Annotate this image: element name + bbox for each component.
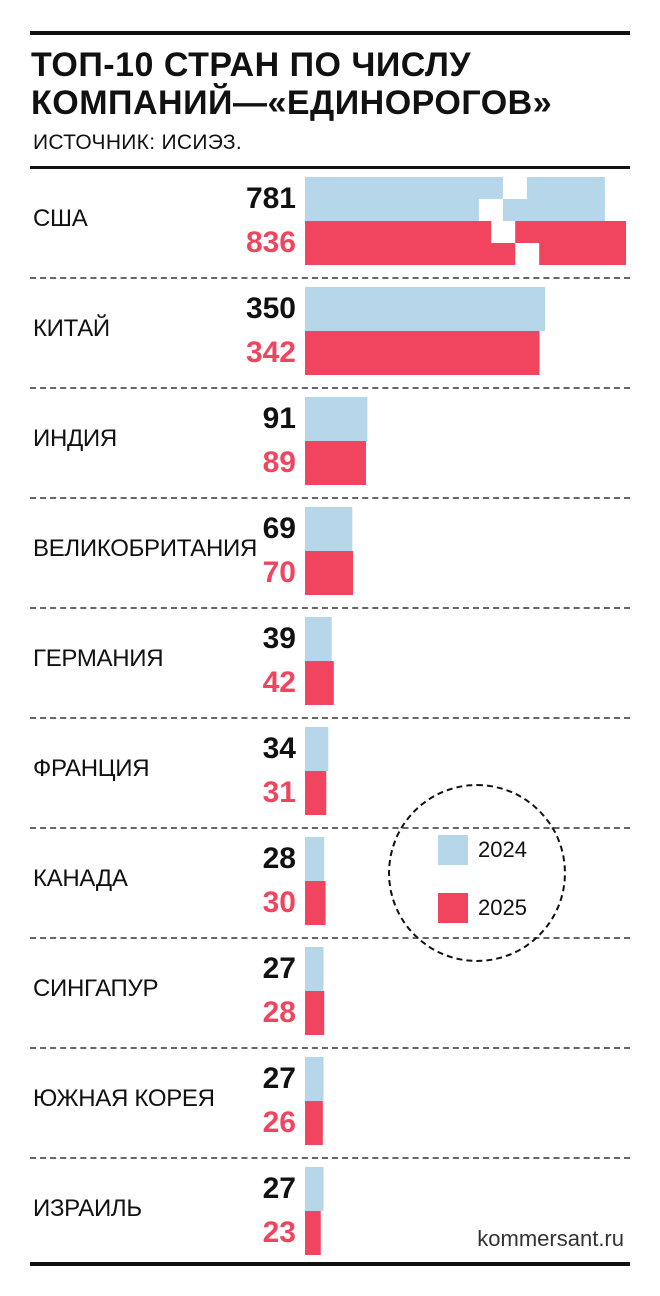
- row-divider: [30, 497, 630, 499]
- value-label-2024: 27: [262, 952, 296, 985]
- country-label: СИНГАПУР: [33, 975, 159, 1002]
- bar-2024: [305, 617, 332, 661]
- value-label-2025: 70: [262, 556, 296, 589]
- row-divider: [30, 1047, 630, 1049]
- bar-2025: [305, 331, 540, 375]
- value-label-2024: 27: [262, 1062, 296, 1095]
- bar-2024: [305, 947, 324, 991]
- row-divider: [30, 937, 630, 939]
- source-note: ИСТОЧНИК: ИСИЭЗ.: [33, 131, 243, 154]
- value-label-2024: 91: [262, 402, 296, 435]
- bar-2024: [305, 1167, 324, 1211]
- country-label: КИТАЙ: [33, 315, 110, 342]
- value-label-2024: 350: [245, 292, 296, 325]
- row-divider: [30, 1157, 630, 1159]
- legend-circle: [388, 784, 566, 962]
- bar-2025: [305, 991, 325, 1035]
- footer-source: kommersant.ru: [477, 1226, 624, 1251]
- value-label-2024: 39: [262, 622, 296, 655]
- value-label-2025: 836: [245, 226, 296, 259]
- bar-2025: [305, 1101, 323, 1145]
- value-label-2025: 342: [245, 336, 296, 369]
- scale-break-marker: [478, 199, 503, 221]
- country-label: ИНДИЯ: [33, 425, 117, 452]
- bar-2024: [305, 507, 353, 551]
- scale-break-marker: [502, 177, 527, 199]
- scale-break-marker: [491, 221, 516, 243]
- value-label-2025: 26: [262, 1106, 296, 1139]
- bar-2025: [305, 441, 367, 485]
- bar-2024: [305, 287, 545, 331]
- value-label-2024: 34: [262, 732, 296, 765]
- bar-2025: [305, 221, 626, 265]
- value-label-2025: 89: [262, 446, 296, 479]
- legend-swatch-2024: [438, 835, 468, 865]
- bar-2024: [305, 177, 605, 221]
- country-label: ВЕЛИКОБРИТАНИЯ: [33, 535, 257, 562]
- bar-2024: [305, 397, 368, 441]
- row-divider: [30, 607, 630, 609]
- bottom-rule: [30, 1262, 630, 1266]
- row-divider: [30, 387, 630, 389]
- value-label-2025: 28: [262, 996, 296, 1029]
- scale-break-marker: [515, 243, 540, 265]
- bar-2024: [305, 837, 325, 881]
- value-label-2024: 69: [262, 512, 296, 545]
- chart-title: ТОП-10 СТРАН ПО ЧИСЛУ КОМПАНИЙ—«ЕДИНОРОГ…: [31, 46, 553, 122]
- value-label-2025: 30: [262, 886, 296, 919]
- value-label-2024: 27: [262, 1172, 296, 1205]
- country-label: США: [33, 205, 88, 232]
- row-divider: [30, 277, 630, 279]
- bar-2025: [305, 551, 353, 595]
- country-label: КАНАДА: [33, 865, 128, 892]
- country-label: ИЗРАИЛЬ: [33, 1195, 142, 1222]
- country-label: ЮЖНАЯ КОРЕЯ: [33, 1085, 215, 1112]
- value-label-2025: 42: [262, 666, 296, 699]
- row-divider: [30, 717, 630, 719]
- country-label: ФРАНЦИЯ: [33, 755, 150, 782]
- legend-label-2024: 2024: [478, 837, 527, 862]
- value-label-2024: 781: [245, 182, 296, 215]
- value-label-2025: 31: [262, 776, 296, 809]
- legend-swatch-2025: [438, 893, 468, 923]
- bar-2024: [305, 1057, 324, 1101]
- header-rule: [30, 166, 630, 169]
- bar-2025: [305, 881, 326, 925]
- legend-label-2025: 2025: [478, 895, 527, 920]
- country-label: ГЕРМАНИЯ: [33, 645, 164, 672]
- bar-2025: [305, 771, 327, 815]
- row-divider: [30, 827, 630, 829]
- value-label-2025: 23: [262, 1216, 296, 1249]
- bar-2024: [305, 727, 329, 771]
- bar-2025: [305, 1211, 321, 1255]
- bar-2025: [305, 661, 334, 705]
- top-rule: [30, 31, 630, 35]
- value-label-2024: 28: [262, 842, 296, 875]
